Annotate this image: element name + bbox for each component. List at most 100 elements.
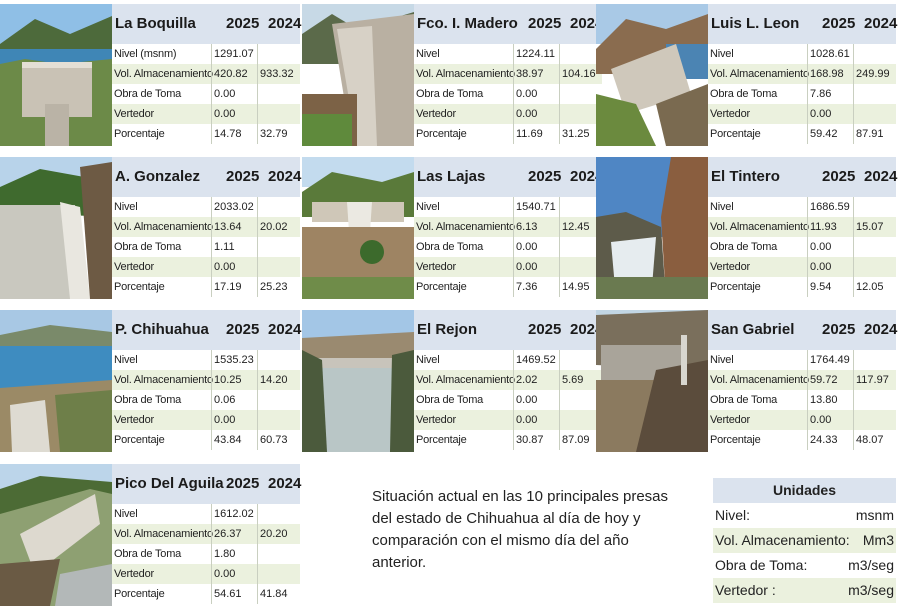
value-2025: 0.00 xyxy=(516,108,538,120)
row-label: Porcentaje xyxy=(114,434,165,446)
value-2024: 87.09 xyxy=(562,434,590,446)
value-2025: 11.93 xyxy=(810,221,837,233)
value-2025: 26.37 xyxy=(214,528,242,540)
dam-photo xyxy=(0,157,112,299)
dam-name: El Rejon xyxy=(417,321,478,338)
dam-header: El Tintero 2025 2024 xyxy=(708,157,897,197)
row-nivel: Nivel 1764.49 xyxy=(708,350,896,370)
dam-photo xyxy=(302,157,414,299)
value-2025: 0.00 xyxy=(810,241,832,253)
dam-header: Las Lajas 2025 2024 xyxy=(414,157,603,197)
row-porcentaje: Porcentaje 7.36 14.95 xyxy=(414,277,602,297)
value-2025: 0.00 xyxy=(810,261,832,273)
dam-header: Fco. I. Madero 2025 2024 xyxy=(414,4,603,44)
value-2025: 7.36 xyxy=(516,281,538,293)
summary-caption: Situación actual en las 10 principales p… xyxy=(372,488,669,571)
dam-card-p-chihuahua: P. Chihuahua 2025 2024 Nivel 1535.23 Vol.… xyxy=(0,310,301,452)
value-2025: 0.00 xyxy=(516,394,538,406)
unit-row-obra-de-toma: Obra de Toma: m3/seg xyxy=(713,553,896,578)
dam-name: A. Gonzalez xyxy=(115,168,201,185)
row-volumen: Vol. Almacenamiento 168.98 249.99 xyxy=(708,64,896,84)
dam-table: Fco. I. Madero 2025 2024 Nivel 1224.11 Vo… xyxy=(414,4,603,146)
value-2025: 54.61 xyxy=(214,588,242,600)
dam-card-la-boquilla: La Boquilla 2025 2024 Nivel (msnm) 1291.0… xyxy=(0,4,301,146)
dam-card-pico-del-aguila: Pico Del Aguila 2025 2024 Nivel 1612.02 V… xyxy=(0,464,301,606)
row-volumen: Vol. Almacenamiento 420.82 933.32 xyxy=(112,64,300,84)
dam-header: El Rejon 2025 2024 xyxy=(414,310,603,350)
row-label: Porcentaje xyxy=(416,281,467,293)
dam-photo xyxy=(0,310,112,452)
row-vertedor: Vertedor 0.00 xyxy=(112,410,300,430)
year-previous: 2024 xyxy=(864,321,898,338)
row-label: Vertedor xyxy=(114,568,154,580)
value-2025: 0.00 xyxy=(214,108,236,120)
row-label: Porcentaje xyxy=(710,128,761,140)
row-nivel: Nivel 2033.02 xyxy=(112,197,300,217)
row-label: Nivel xyxy=(416,48,440,60)
dam-table: A. Gonzalez 2025 2024 Nivel 2033.02 Vol. … xyxy=(112,157,301,299)
row-volumen: Vol. Almacenamiento 26.37 20.20 xyxy=(112,524,300,544)
value-2024: 60.73 xyxy=(260,434,288,446)
row-nivel: Nivel 1540.71 xyxy=(414,197,602,217)
year-current: 2025 xyxy=(822,321,856,338)
value-2024: 5.69 xyxy=(562,374,584,386)
row-vertedor: Vertedor 0.00 xyxy=(708,257,896,277)
dam-table: Luis L. Leon 2025 2024 Nivel 1028.61 Vol.… xyxy=(708,4,897,146)
row-obra-de-toma: Obra de Toma 0.00 xyxy=(414,237,602,257)
row-label: Porcentaje xyxy=(114,588,165,600)
value-2024: 31.25 xyxy=(562,128,590,140)
row-porcentaje: Porcentaje 24.33 48.07 xyxy=(708,430,896,450)
units-table: Unidades Nivel: msnm Vol. Almacenamiento:… xyxy=(713,478,896,604)
value-2025: 1469.52 xyxy=(516,354,556,366)
value-2024: 249.99 xyxy=(856,68,890,80)
value-2025: 0.00 xyxy=(516,414,538,426)
row-nivel: Nivel 1686.59 xyxy=(708,197,896,217)
dam-photo xyxy=(302,4,414,146)
value-2025: 1291.07 xyxy=(214,48,254,60)
value-2024: 32.79 xyxy=(260,128,288,140)
row-label: Vol. Almacenamiento xyxy=(114,374,213,386)
year-current: 2025 xyxy=(226,15,260,32)
value-2025: 1612.02 xyxy=(214,508,254,520)
value-2025: 59.72 xyxy=(810,374,838,386)
row-label: Vol. Almacenamiento xyxy=(710,68,809,80)
dam-table: Pico Del Aguila 2025 2024 Nivel 1612.02 V… xyxy=(112,464,301,606)
row-vertedor: Vertedor 0.00 xyxy=(414,410,602,430)
row-label: Vol. Almacenamiento xyxy=(114,221,213,233)
value-2025: 0.06 xyxy=(214,394,236,406)
row-label: Porcentaje xyxy=(416,128,467,140)
year-current: 2025 xyxy=(528,321,562,338)
row-vertedor: Vertedor 0.00 xyxy=(414,104,602,124)
value-2025: 24.33 xyxy=(810,434,838,446)
row-label: Vol. Almacenamiento xyxy=(416,221,515,233)
dam-table: San Gabriel 2025 2024 Nivel 1764.49 Vol. … xyxy=(708,310,898,452)
row-obra-de-toma: Obra de Toma 1.80 xyxy=(112,544,300,564)
row-nivel: Nivel 1612.02 xyxy=(112,504,300,524)
year-current: 2025 xyxy=(822,168,856,185)
dam-card-fco-i-madero: Fco. I. Madero 2025 2024 Nivel 1224.11 Vo… xyxy=(302,4,603,146)
row-porcentaje: Porcentaje 43.84 60.73 xyxy=(112,430,300,450)
row-label: Vol. Almacenamiento xyxy=(710,221,809,233)
row-label: Porcentaje xyxy=(710,281,761,293)
row-label: Vertedor xyxy=(114,108,154,120)
row-label: Nivel xyxy=(416,201,440,213)
dam-photo xyxy=(596,310,708,452)
unit-row-nivel: Nivel: msnm xyxy=(713,503,896,528)
value-2025: 0.00 xyxy=(516,261,538,273)
dam-photo xyxy=(596,157,708,299)
dam-name: Pico Del Aguila xyxy=(115,475,224,492)
row-label: Nivel xyxy=(114,201,138,213)
row-volumen: Vol. Almacenamiento 2.02 5.69 xyxy=(414,370,602,390)
row-porcentaje: Porcentaje 30.87 87.09 xyxy=(414,430,602,450)
value-2024: 20.02 xyxy=(260,221,288,233)
dam-header: A. Gonzalez 2025 2024 xyxy=(112,157,301,197)
value-2024: 41.84 xyxy=(260,588,288,600)
value-2024: 14.20 xyxy=(260,374,288,386)
units-title: Unidades xyxy=(713,478,896,503)
value-2025: 1028.61 xyxy=(810,48,850,60)
row-label: Vertedor xyxy=(416,261,456,273)
unit-label: Vol. Almacenamiento: xyxy=(715,532,850,548)
dam-table: El Rejon 2025 2024 Nivel 1469.52 Vol. Alm… xyxy=(414,310,603,452)
unit-value: Mm3 xyxy=(862,532,894,548)
dam-name: Las Lajas xyxy=(417,168,486,185)
